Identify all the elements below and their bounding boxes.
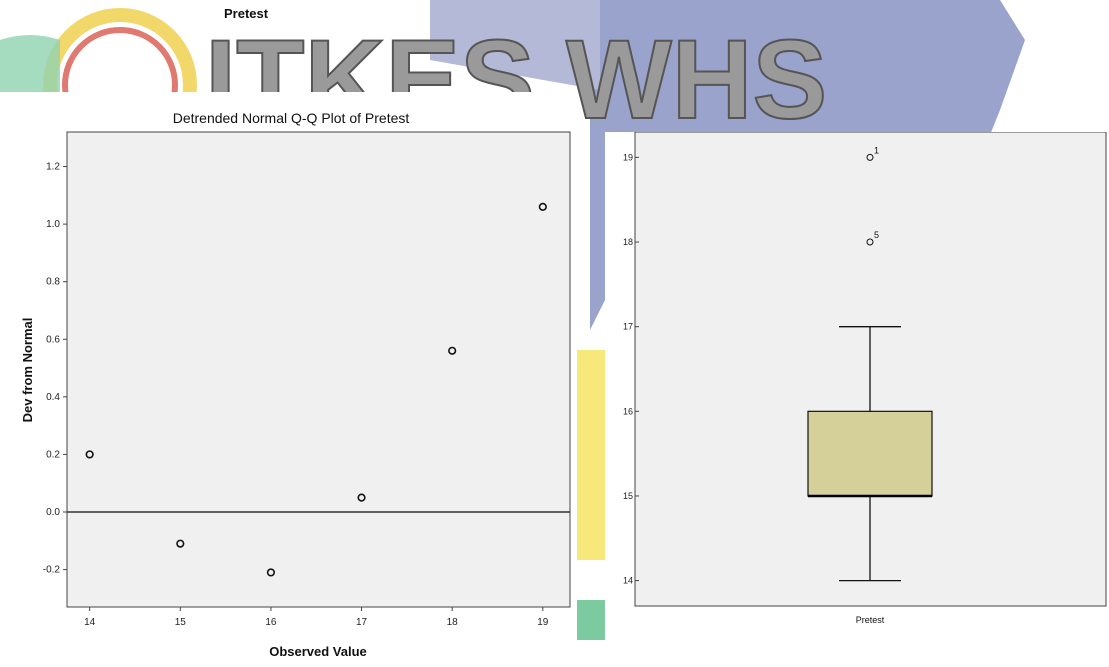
- box-plot-panel: 14 15 16 17 18 19 1 5 Pretest: [605, 131, 1109, 662]
- qq-x-tick-label: 18: [447, 617, 459, 628]
- qq-x-tick-label: 17: [356, 617, 368, 628]
- box-y-tick-label: 15: [623, 491, 633, 501]
- qq-y-tick-label: 0.2: [46, 449, 60, 460]
- qq-y-tick-label: 0.6: [46, 334, 60, 345]
- watermark-yellow-band: [577, 350, 605, 560]
- qq-data-point: [176, 539, 185, 548]
- qq-data-point: [357, 493, 366, 502]
- box-y-tick-label: 18: [623, 237, 633, 247]
- watermark-blue-band-top: [430, 0, 600, 90]
- qq-x-tick-label: 16: [265, 617, 277, 628]
- qq-x-tick-label: 19: [537, 617, 549, 628]
- watermark-blue-band: [590, 0, 1025, 330]
- qq-plot-chart: Detrended Normal Q-Q Plot of Pretest -0.…: [20, 110, 571, 659]
- qq-x-tick-label: 14: [84, 617, 96, 628]
- watermark-green-band: [577, 600, 605, 640]
- qq-chart-title: Detrended Normal Q-Q Plot of Pretest: [173, 110, 410, 126]
- box-outlier-label: 5: [874, 230, 879, 240]
- box-iqr-box: [807, 410, 933, 497]
- box-y-tick-label: 16: [623, 406, 633, 416]
- qq-y-tick-label: 0.0: [46, 507, 60, 518]
- output-title: Pretest: [224, 6, 269, 21]
- qq-y-tick-label: 1.2: [46, 162, 60, 173]
- box-outlier-label: 1: [874, 145, 879, 155]
- qq-data-point: [538, 202, 547, 211]
- box-outlier-point: [866, 238, 874, 246]
- box-outlier-point: [866, 153, 874, 161]
- qq-x-tick-label: 15: [175, 617, 187, 628]
- qq-data-point: [266, 568, 276, 577]
- box-y-tick-label: 14: [623, 576, 633, 586]
- box-y-tick-label: 19: [623, 152, 633, 162]
- qq-data-point: [448, 346, 457, 355]
- qq-x-axis-label: Observed Value: [269, 644, 367, 659]
- box-category-label: Pretest: [856, 615, 885, 625]
- qq-data-point: [85, 450, 94, 459]
- box-y-tick-label: 17: [623, 322, 633, 332]
- qq-y-tick-label: -0.2: [43, 565, 61, 576]
- qq-y-tick-label: 1.0: [46, 219, 60, 230]
- qq-y-axis-label: Dev from Normal: [20, 318, 35, 423]
- qq-plot-area: [66, 131, 571, 608]
- qq-y-tick-label: 0.4: [46, 392, 60, 403]
- qq-plot-panel: Detrended Normal Q-Q Plot of Pretest -0.…: [0, 92, 577, 662]
- qq-y-tick-label: 0.8: [46, 277, 60, 288]
